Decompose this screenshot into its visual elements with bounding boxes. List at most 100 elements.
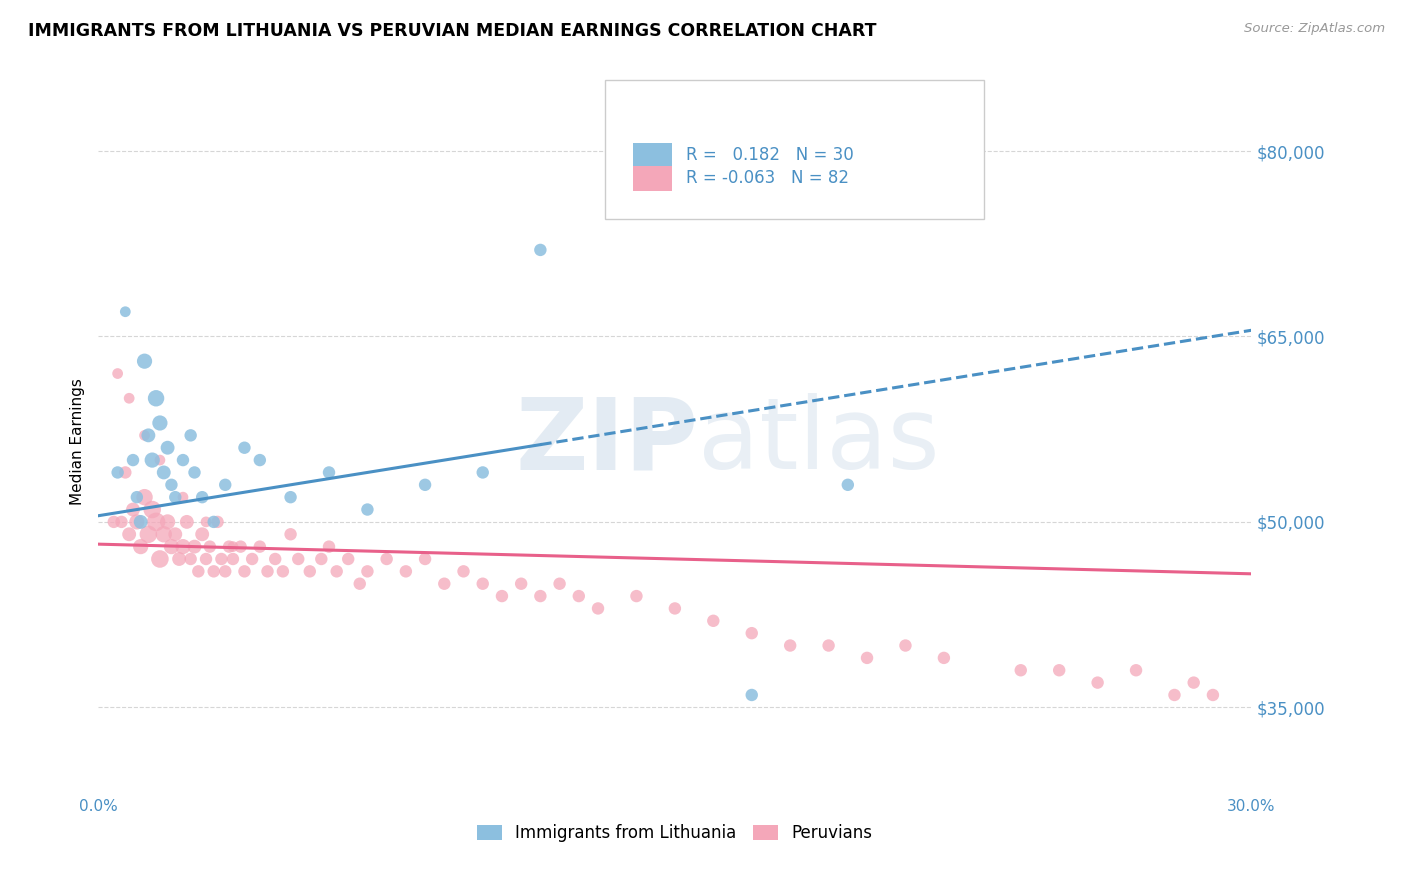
Point [318, 466, 340, 480]
Point [325, 565, 347, 579]
Point [160, 540, 183, 554]
Point [932, 651, 955, 665]
Point [122, 453, 145, 467]
Point [298, 565, 321, 579]
Point [375, 552, 398, 566]
Point [349, 576, 371, 591]
Point [114, 466, 136, 480]
Point [311, 552, 333, 566]
Point [264, 552, 287, 566]
Point [165, 527, 187, 541]
Point [741, 626, 763, 640]
Point [129, 540, 152, 554]
Point [356, 502, 378, 516]
Point [198, 540, 221, 554]
Point [1047, 663, 1070, 677]
Point [180, 552, 202, 566]
Point [280, 527, 302, 541]
Point [202, 565, 225, 579]
Point [1163, 688, 1185, 702]
Point [318, 540, 340, 554]
Point [202, 515, 225, 529]
Point [141, 502, 163, 516]
Point [548, 576, 571, 591]
Point [152, 527, 174, 541]
Point [491, 589, 513, 603]
Point [586, 601, 609, 615]
Point [167, 552, 190, 566]
Point [209, 552, 232, 566]
Point [191, 490, 214, 504]
Point [856, 651, 879, 665]
Point [214, 565, 236, 579]
Point [207, 515, 229, 529]
Point [1202, 688, 1225, 702]
Point [626, 589, 648, 603]
Point [145, 515, 167, 529]
Point [529, 243, 551, 257]
Point [413, 552, 436, 566]
Point [118, 527, 141, 541]
Point [191, 527, 214, 541]
Point [138, 428, 160, 442]
Point [107, 466, 129, 480]
Point [138, 527, 160, 541]
Point [218, 540, 240, 554]
Point [195, 552, 218, 566]
Legend: Immigrants from Lithuania, Peruvians: Immigrants from Lithuania, Peruvians [471, 818, 879, 849]
Point [156, 515, 179, 529]
Text: Source: ZipAtlas.com: Source: ZipAtlas.com [1244, 22, 1385, 36]
Point [741, 688, 763, 702]
Point [222, 540, 245, 554]
Point [156, 441, 179, 455]
Text: ZIP: ZIP [515, 393, 697, 490]
Point [152, 466, 174, 480]
Point [145, 391, 167, 405]
Point [529, 589, 551, 603]
Point [395, 565, 418, 579]
Point [471, 576, 494, 591]
Point [1010, 663, 1032, 677]
Point [837, 478, 859, 492]
Point [165, 490, 187, 504]
Point [214, 478, 236, 492]
Point [233, 441, 256, 455]
Point [256, 565, 278, 579]
Point [510, 576, 533, 591]
Point [1182, 675, 1205, 690]
Point [107, 367, 129, 381]
Point [160, 478, 183, 492]
Point [118, 391, 141, 405]
Text: R =   0.182   N = 30: R = 0.182 N = 30 [686, 146, 853, 164]
Point [229, 540, 252, 554]
Point [702, 614, 724, 628]
Point [187, 565, 209, 579]
Point [233, 565, 256, 579]
Point [149, 552, 172, 566]
Point [149, 453, 172, 467]
Point [195, 515, 218, 529]
Point [183, 466, 205, 480]
Point [894, 639, 917, 653]
Point [222, 552, 245, 566]
Point [129, 515, 152, 529]
Point [103, 515, 125, 529]
Point [453, 565, 475, 579]
Point [134, 428, 156, 442]
Point [110, 515, 132, 529]
Text: IMMIGRANTS FROM LITHUANIA VS PERUVIAN MEDIAN EARNINGS CORRELATION CHART: IMMIGRANTS FROM LITHUANIA VS PERUVIAN ME… [28, 22, 876, 40]
Point [817, 639, 839, 653]
Point [1125, 663, 1147, 677]
Point [125, 490, 148, 504]
Text: atlas: atlas [697, 393, 939, 490]
Point [149, 416, 172, 430]
Point [125, 515, 148, 529]
Point [122, 502, 145, 516]
Point [134, 490, 156, 504]
Point [413, 478, 436, 492]
Point [280, 490, 302, 504]
Point [471, 466, 494, 480]
Point [183, 540, 205, 554]
Point [249, 540, 271, 554]
Point [240, 552, 263, 566]
